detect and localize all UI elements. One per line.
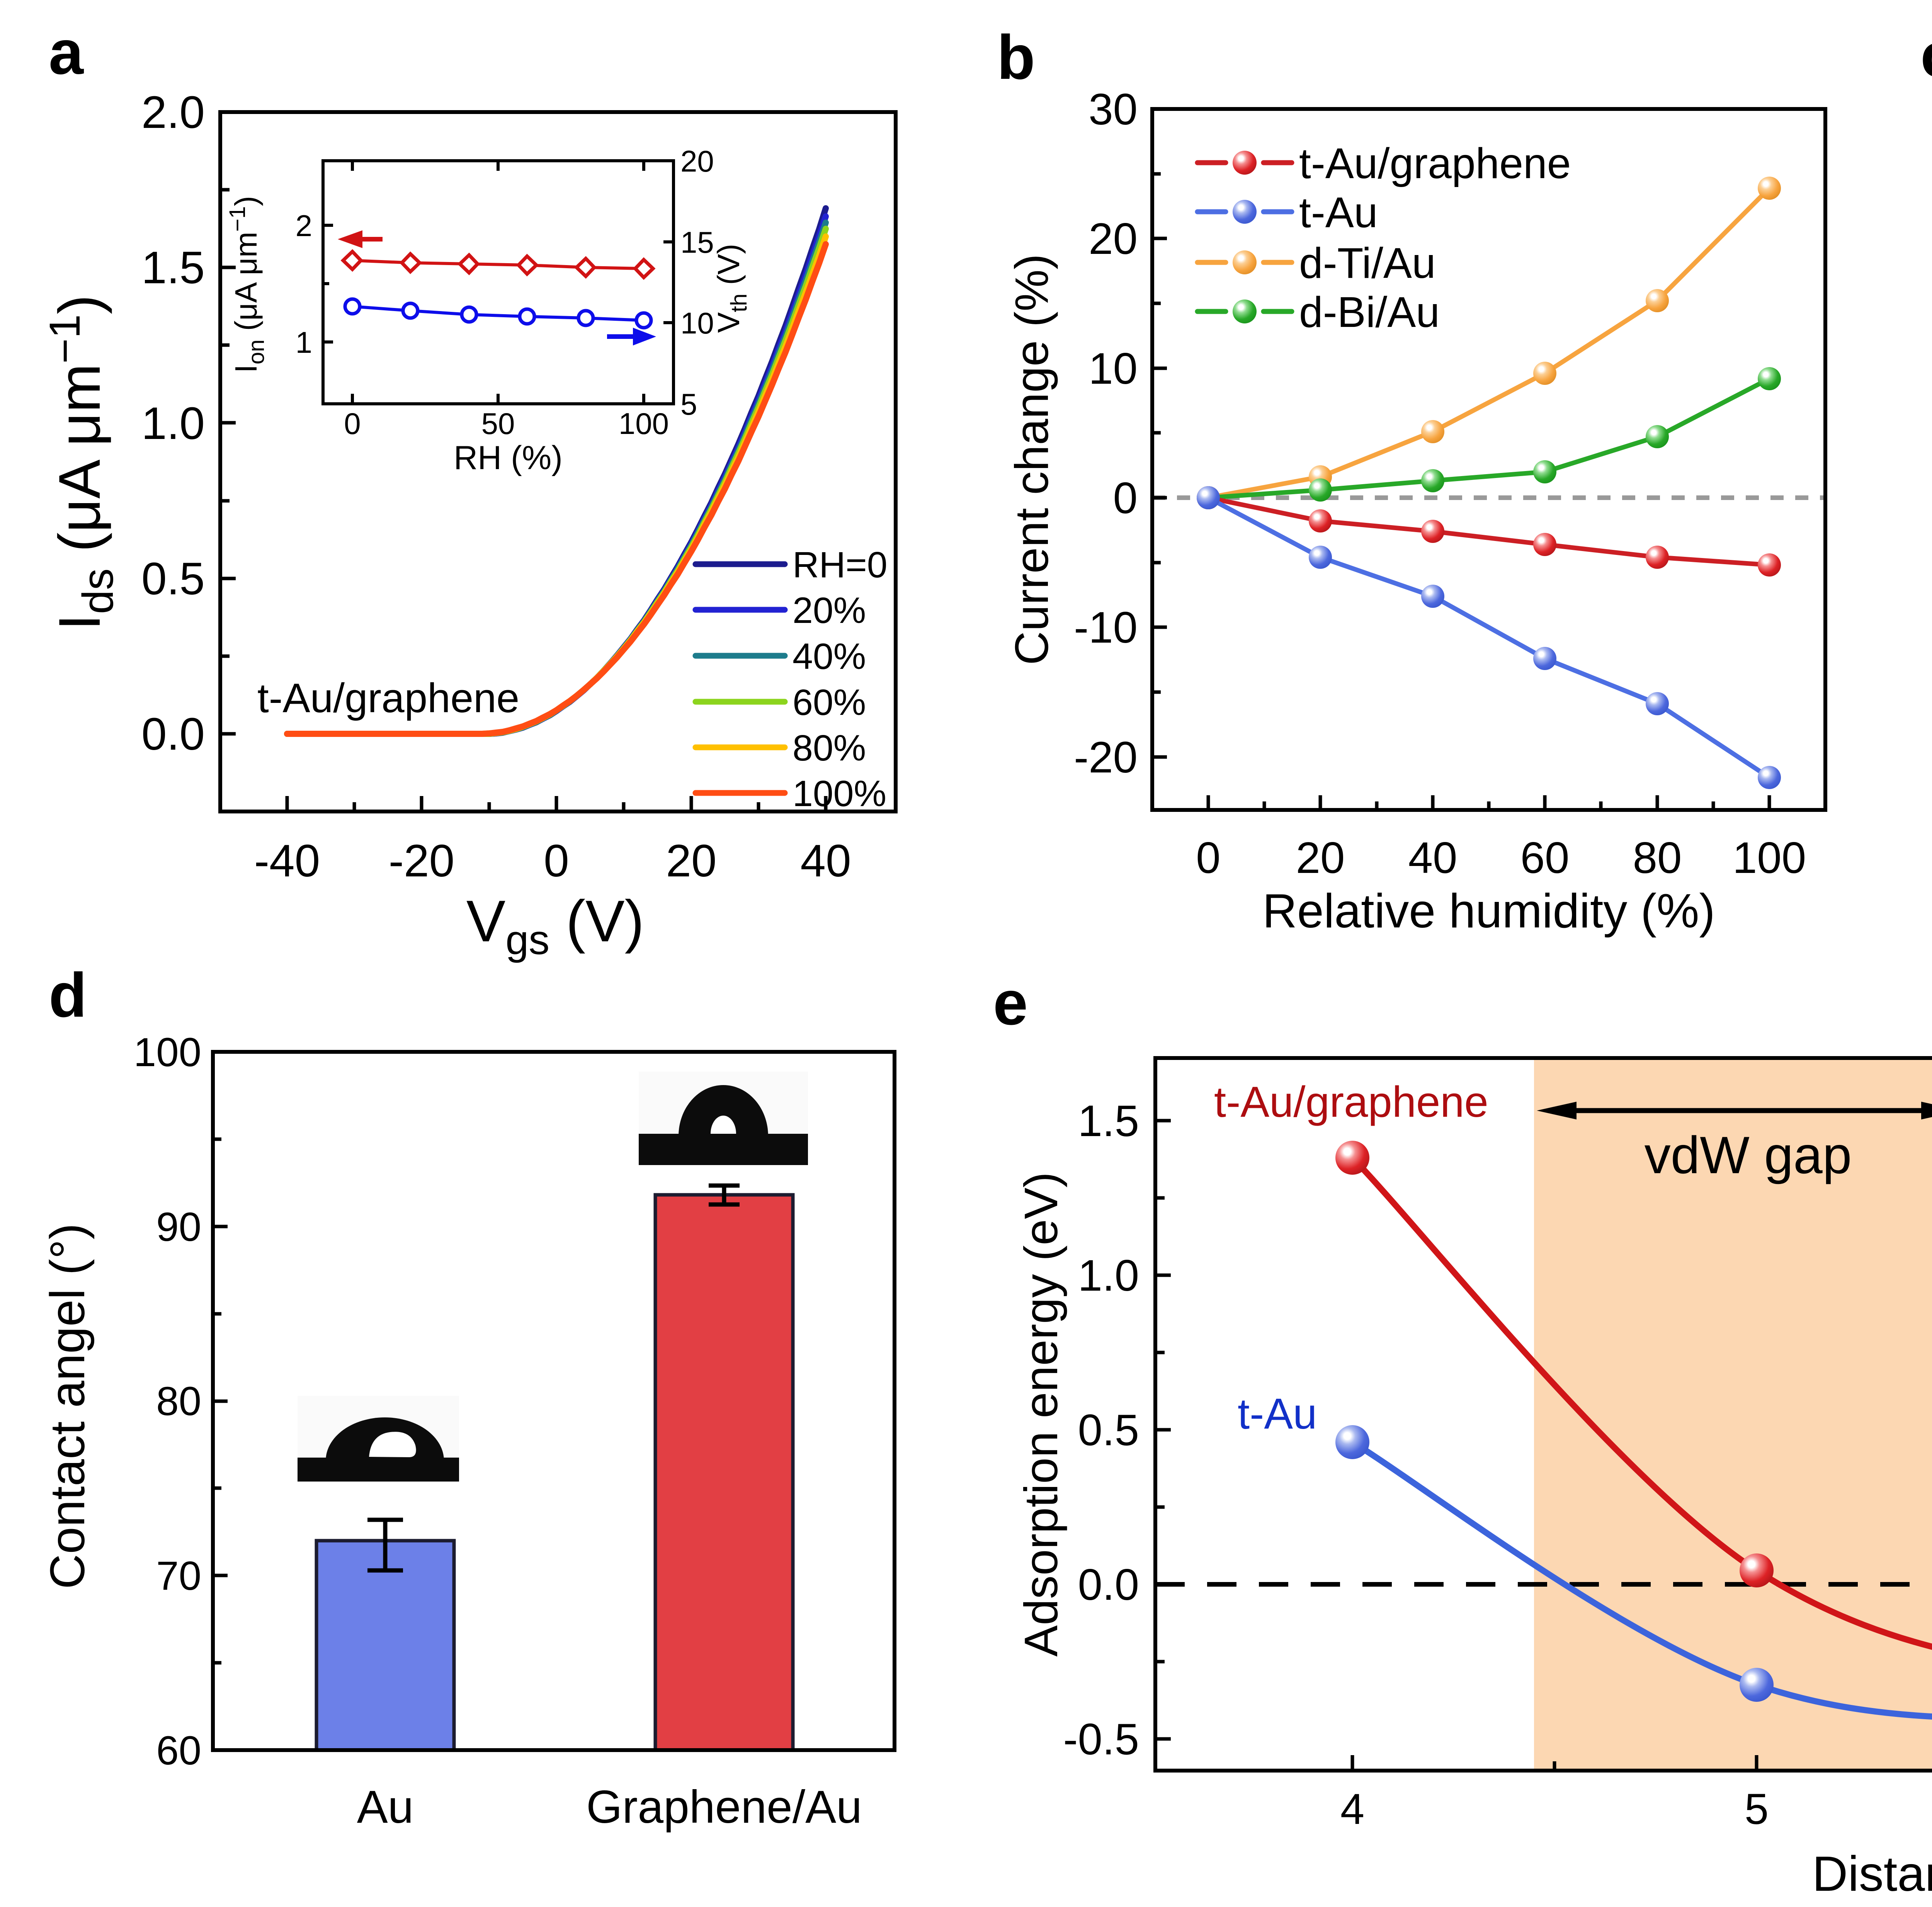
- svg-text:b: b: [997, 22, 1035, 92]
- svg-text:Contact angel (°): Contact angel (°): [40, 1223, 95, 1589]
- svg-text:20%: 20%: [793, 590, 866, 631]
- svg-text:t-Au: t-Au: [1238, 1390, 1317, 1438]
- svg-text:-20: -20: [1074, 733, 1138, 782]
- svg-text:60: 60: [156, 1728, 201, 1773]
- svg-text:-10: -10: [1074, 603, 1138, 652]
- svg-text:5: 5: [1745, 1785, 1769, 1833]
- svg-text:0: 0: [544, 835, 569, 886]
- svg-text:t-Au/graphene: t-Au/graphene: [1299, 139, 1571, 187]
- svg-text:100: 100: [1733, 834, 1806, 883]
- svg-text:e: e: [993, 968, 1028, 1038]
- svg-text:4: 4: [1340, 1785, 1364, 1833]
- svg-text:100%: 100%: [793, 773, 886, 814]
- svg-text:t-Au/graphene: t-Au/graphene: [1214, 1078, 1488, 1126]
- svg-text:Au: Au: [357, 1781, 414, 1833]
- svg-text:Distance (Å): Distance (Å): [1812, 1846, 1932, 1902]
- svg-text:-40: -40: [254, 835, 320, 886]
- svg-text:2.0: 2.0: [141, 87, 205, 138]
- svg-text:Vth (V): Vth (V): [711, 244, 752, 333]
- svg-text:30: 30: [1088, 85, 1138, 134]
- svg-text:10: 10: [1088, 344, 1138, 393]
- svg-text:Graphene/Au: Graphene/Au: [586, 1781, 862, 1833]
- svg-text:60: 60: [1520, 834, 1570, 883]
- svg-text:0: 0: [1196, 834, 1220, 883]
- svg-text:40: 40: [800, 835, 851, 886]
- svg-text:15: 15: [680, 225, 714, 259]
- svg-text:100: 100: [619, 407, 669, 441]
- svg-text:20: 20: [1088, 214, 1138, 264]
- svg-text:80: 80: [1633, 834, 1682, 883]
- svg-text:t-Au: t-Au: [1299, 189, 1378, 236]
- svg-text:50: 50: [481, 407, 515, 441]
- svg-text:5: 5: [680, 387, 697, 421]
- svg-text:Vgs (V): Vgs (V): [466, 888, 644, 963]
- svg-text:vdW gap: vdW gap: [1645, 1126, 1852, 1184]
- svg-text:Current change (%): Current change (%): [1005, 254, 1058, 665]
- svg-text:a: a: [49, 17, 84, 87]
- svg-text:1.5: 1.5: [1078, 1097, 1139, 1146]
- svg-text:2: 2: [296, 209, 312, 243]
- svg-text:0.5: 0.5: [1078, 1406, 1139, 1455]
- svg-text:RH (%): RH (%): [454, 439, 563, 476]
- svg-text:80%: 80%: [793, 728, 866, 769]
- svg-text:90: 90: [156, 1204, 201, 1250]
- svg-text:0: 0: [1113, 474, 1138, 523]
- svg-text:0.0: 0.0: [141, 709, 205, 760]
- svg-text:-0.5: -0.5: [1063, 1715, 1139, 1764]
- svg-text:40%: 40%: [793, 636, 866, 677]
- svg-text:1.0: 1.0: [141, 398, 205, 449]
- svg-text:80: 80: [156, 1379, 201, 1424]
- svg-text:Adsorption energy (eV): Adsorption energy (eV): [1015, 1172, 1067, 1657]
- svg-text:70: 70: [156, 1553, 201, 1599]
- svg-text:100: 100: [134, 1030, 201, 1075]
- svg-text:-20: -20: [389, 835, 455, 886]
- svg-text:1.5: 1.5: [141, 242, 205, 293]
- svg-text:0.0: 0.0: [1078, 1560, 1139, 1609]
- svg-text:10: 10: [680, 306, 714, 340]
- svg-text:40: 40: [1408, 834, 1458, 883]
- svg-text:d-Ti/Au: d-Ti/Au: [1299, 239, 1436, 287]
- svg-text:20: 20: [680, 144, 714, 178]
- svg-text:d-Bi/Au: d-Bi/Au: [1299, 288, 1440, 336]
- svg-text:0.5: 0.5: [141, 553, 205, 604]
- svg-text:RH=0: RH=0: [793, 544, 888, 585]
- svg-text:c: c: [1920, 20, 1932, 90]
- svg-text:20: 20: [666, 835, 716, 886]
- svg-text:20: 20: [1296, 834, 1345, 883]
- svg-text:1: 1: [296, 325, 312, 359]
- svg-text:60%: 60%: [793, 682, 866, 723]
- svg-text:Relative humidity (%): Relative humidity (%): [1262, 885, 1715, 938]
- svg-text:1.0: 1.0: [1078, 1251, 1139, 1300]
- svg-text:t-Au/graphene: t-Au/graphene: [257, 675, 519, 721]
- svg-text:d: d: [49, 960, 87, 1030]
- svg-text:0: 0: [344, 407, 361, 441]
